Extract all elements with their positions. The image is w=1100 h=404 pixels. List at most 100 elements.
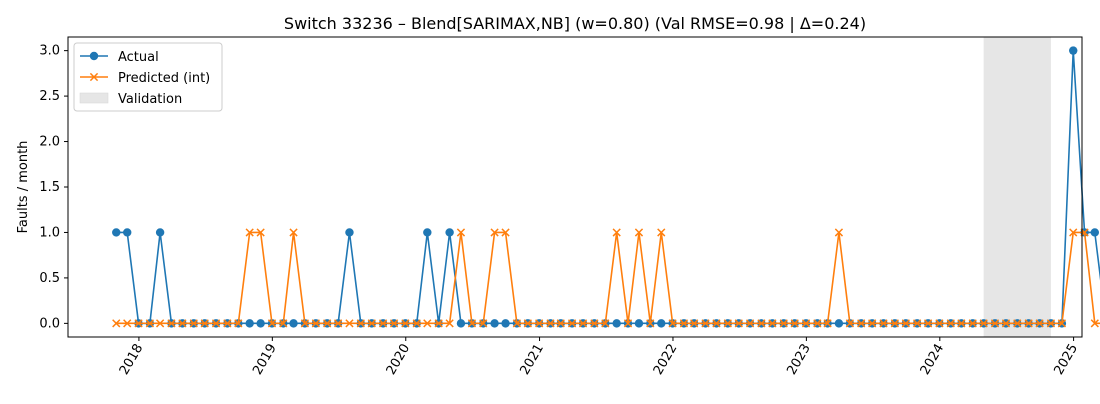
data-point: [367, 319, 376, 328]
data-point: [490, 319, 499, 328]
data-point: [679, 319, 689, 328]
x-tick-label: 2020: [384, 342, 414, 378]
data-point: [234, 319, 243, 328]
legend: Actual Predicted (int) Validation: [73, 42, 223, 112]
y-axis: 0.0 0.5 1.0 1.5 2.0 2.5 3.0: [39, 44, 68, 331]
y-tick-label: 2.5: [39, 89, 60, 104]
data-point: [923, 319, 933, 328]
validation-region: [983, 37, 1051, 337]
data-point: [801, 319, 811, 328]
data-point: [834, 319, 844, 328]
data-point: [423, 228, 432, 237]
data-point: [401, 319, 410, 328]
data-point: [523, 319, 532, 328]
data-point: [723, 319, 732, 328]
y-tick-label: 2.0: [39, 135, 60, 150]
data-point: [990, 319, 1000, 328]
x-tick-label: 2024: [918, 342, 948, 378]
data-point: [334, 319, 343, 328]
data-point: [1001, 319, 1011, 328]
data-point: [1057, 319, 1067, 328]
data-point: [601, 319, 610, 328]
data-point: [123, 228, 132, 237]
y-tick-label: 0.5: [39, 271, 60, 286]
data-point: [256, 228, 265, 237]
chart-title: Switch 33236 – Blend[SARIMAX,NB] (w=0.80…: [284, 14, 866, 33]
data-point: [345, 228, 354, 237]
data-point: [1046, 319, 1056, 328]
data-point: [634, 228, 644, 237]
data-point: [857, 319, 866, 328]
data-point: [245, 319, 254, 328]
data-point: [456, 319, 466, 328]
data-point: [1090, 319, 1099, 328]
data-point: [813, 319, 822, 328]
data-point: [512, 319, 522, 328]
validation-layer: [983, 37, 1051, 337]
data-point: [445, 319, 454, 328]
legend-label: Actual: [118, 50, 159, 65]
data-point: [690, 319, 699, 328]
legend-marker: [89, 72, 99, 82]
data-point: [834, 228, 844, 237]
data-point: [289, 228, 298, 237]
legend-marker: [89, 51, 99, 61]
series-layer: [112, 46, 1100, 328]
plot-area: [67, 36, 1100, 338]
data-point: [189, 319, 198, 328]
data-point: [490, 228, 499, 237]
data-point: [1069, 228, 1078, 237]
data-point: [657, 319, 666, 328]
data-point: [134, 319, 143, 328]
data-point: [890, 319, 899, 328]
x-tick-label: 2025: [1052, 342, 1082, 378]
data-point: [578, 319, 588, 328]
data-point: [935, 319, 944, 328]
legend-box: [73, 42, 223, 112]
data-point: [590, 319, 599, 328]
data-point: [112, 319, 121, 328]
data-point: [957, 319, 966, 328]
data-point: [311, 319, 320, 328]
legend-label: Predicted (int): [118, 71, 210, 86]
data-point: [267, 319, 277, 328]
data-point: [501, 319, 510, 328]
data-point: [178, 319, 187, 328]
data-point: [323, 319, 332, 328]
x-tick-label: 2019: [250, 342, 280, 378]
series-predicted: [112, 228, 1100, 328]
data-point: [1035, 319, 1044, 328]
data-point: [612, 319, 621, 328]
y-axis-label: Faults / month: [16, 141, 31, 234]
data-point: [345, 319, 354, 328]
data-point: [634, 319, 644, 328]
data-point: [389, 319, 399, 328]
data-point: [768, 319, 777, 328]
x-tick-label: 2023: [784, 342, 814, 378]
data-point: [668, 319, 677, 328]
data-point: [279, 319, 288, 328]
data-point: [879, 319, 888, 328]
data-point: [913, 319, 922, 328]
data-point: [155, 319, 165, 328]
legend-label: Validation: [118, 92, 182, 107]
data-point: [112, 228, 121, 237]
legend-patch: [79, 92, 109, 104]
data-point: [701, 319, 710, 328]
x-tick-label: 2018: [117, 342, 147, 378]
data-point: [567, 319, 577, 328]
data-point: [256, 319, 265, 328]
data-point: [535, 319, 544, 328]
data-point: [479, 319, 488, 328]
data-point: [245, 228, 254, 237]
data-point: [200, 319, 209, 328]
data-point: [423, 319, 432, 328]
data-point: [546, 319, 555, 328]
data-point: [968, 319, 977, 328]
data-point: [946, 319, 955, 328]
y-tick-label: 1.5: [39, 180, 60, 195]
x-tick-label: 2022: [651, 342, 681, 378]
x-tick-label: 2021: [517, 342, 547, 378]
